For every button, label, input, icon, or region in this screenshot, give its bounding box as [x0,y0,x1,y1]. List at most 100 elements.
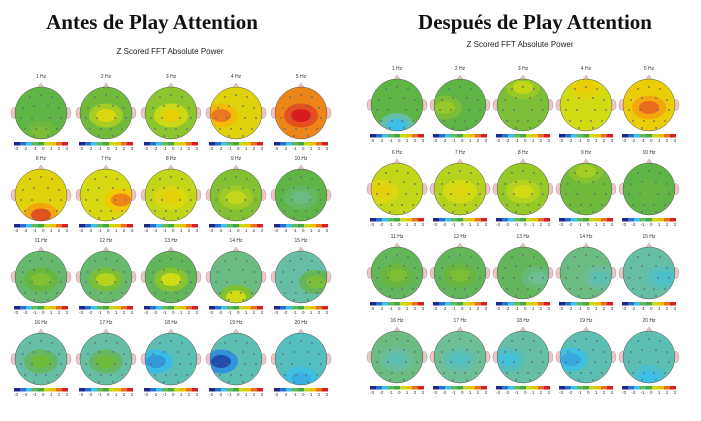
colorbar-tick: 1 [405,222,409,227]
colorbar-tick: 0 [171,310,175,315]
colorbar-tick: -1 [577,222,582,227]
colorbar-tick: 3 [65,146,68,151]
colorbar-tick: -3 [209,392,214,397]
colorbar-tick: -2 [88,146,93,151]
colorbar-tick: 2 [317,146,321,151]
topo-map: 3 Hz -3 -2 -1 0 1 2 3 [490,66,556,146]
frequency-label: 2 Hz [454,66,466,72]
colorbar-tick: -1 [162,228,167,233]
colorbar-tick: -3 [14,146,19,151]
colorbar-tick: -1 [32,310,37,315]
frequency-label: 11 Hz [34,238,48,244]
colorbar-tick: -1 [292,310,297,315]
colorbar-tick: 2 [476,138,480,143]
colorbar-tick: -3 [496,138,501,143]
head-topography [10,82,72,146]
colorbar-tick: -2 [631,306,636,311]
colorbar-tick: 2 [252,146,256,151]
colorbar-tick: -1 [514,306,519,311]
colorbar [14,388,68,392]
colorbar-ticks: -3 -2 -1 0 1 2 3 [559,306,613,311]
colorbar-tick: -2 [379,138,384,143]
colorbar-tick: 1 [594,138,598,143]
frequency-label: 14 Hz [229,238,243,244]
head-topography [270,164,332,228]
colorbar-ticks: -3 -2 -1 0 1 2 3 [496,390,550,395]
colorbar-tick: 0 [41,392,45,397]
colorbar-tick: 0 [301,228,305,233]
colorbar-tick: -2 [568,138,573,143]
colorbar [622,302,676,306]
colorbar-tick: 3 [195,310,198,315]
colorbar [559,302,613,306]
colorbar [433,386,487,390]
colorbar-ticks: -3 -2 -1 0 1 2 3 [209,228,263,233]
colorbar-tick: 2 [539,306,543,311]
colorbar-tick: -2 [23,228,28,233]
head-topography [10,164,72,228]
colorbar-tick: 0 [523,138,527,143]
frequency-label: 19 Hz [579,318,593,324]
colorbar-tick: 2 [122,228,126,233]
colorbar-tick: 2 [602,222,606,227]
colorbar-tick: -1 [640,390,645,395]
topo-map: 1 Hz -3 -2 -1 0 1 2 3 [364,66,430,146]
colorbar-tick: 0 [586,222,590,227]
colorbar-tick: -2 [442,222,447,227]
colorbar-tick: 1 [531,306,535,311]
colorbar-tick: 1 [468,222,472,227]
colorbar-tick: 1 [49,392,53,397]
colorbar-tick: -1 [162,310,167,315]
colorbar-tick: 1 [49,310,53,315]
colorbar-tick: -3 [370,306,375,311]
colorbar [433,218,487,222]
colorbar-tick: 1 [468,306,472,311]
topo-map: 8 Hz -3 -2 -1 0 1 2 3 [490,150,556,230]
colorbar-tick: 0 [41,228,45,233]
colorbar-ticks: -3 -2 -1 0 1 2 3 [559,222,613,227]
subtitle-before: Z Scored FFT Absolute Power [116,47,224,56]
colorbar-tick: -3 [370,138,375,143]
colorbar [144,306,198,310]
frequency-label: 4 Hz [580,66,592,72]
colorbar-tick: 3 [421,222,424,227]
topo-map: 7 Hz -3 -2 -1 0 1 2 3 [427,150,493,230]
colorbar-ticks: -3 -2 -1 0 1 2 3 [370,222,424,227]
frequency-label: 15 Hz [294,238,308,244]
colorbar-tick: 3 [260,392,263,397]
topo-map: 9 Hz -3 -2 -1 0 1 2 3 [553,150,619,230]
colorbar-ticks: -3 -2 -1 0 1 2 3 [370,306,424,311]
colorbar-tick: 0 [586,138,590,143]
colorbar-tick: 3 [484,390,487,395]
colorbar [370,134,424,138]
head-topography [75,82,137,146]
colorbar [370,218,424,222]
colorbar-tick: 1 [114,310,118,315]
colorbar-tick: 2 [602,390,606,395]
colorbar-tick: -2 [442,306,447,311]
colorbar-tick: -1 [640,138,645,143]
frequency-label: 11 Hz [390,234,404,240]
colorbar-ticks: -3 -2 -1 0 1 2 3 [370,390,424,395]
colorbar-tick: -2 [283,146,288,151]
colorbar-tick: 0 [523,222,527,227]
colorbar-tick: -2 [23,146,28,151]
topo-map: 10 Hz -3 -2 -1 0 1 2 3 [616,150,682,230]
frequency-label: 6 Hz [391,150,403,156]
colorbar-tick: -3 [496,222,501,227]
colorbar-tick: 3 [260,146,263,151]
colorbar-tick: 0 [171,146,175,151]
colorbar [14,224,68,228]
head-topography [492,242,554,306]
colorbar-tick: 0 [460,390,464,395]
colorbar [496,302,550,306]
colorbar-tick: -3 [79,146,84,151]
colorbar-tick: -1 [32,392,37,397]
colorbar-tick: 1 [49,228,53,233]
colorbar-tick: 2 [122,146,126,151]
colorbar-tick: 2 [122,310,126,315]
colorbar-tick: 0 [41,310,45,315]
frequency-label: 10 Hz [294,156,308,162]
colorbar-tick: 2 [317,392,321,397]
colorbar-tick: 3 [484,222,487,227]
